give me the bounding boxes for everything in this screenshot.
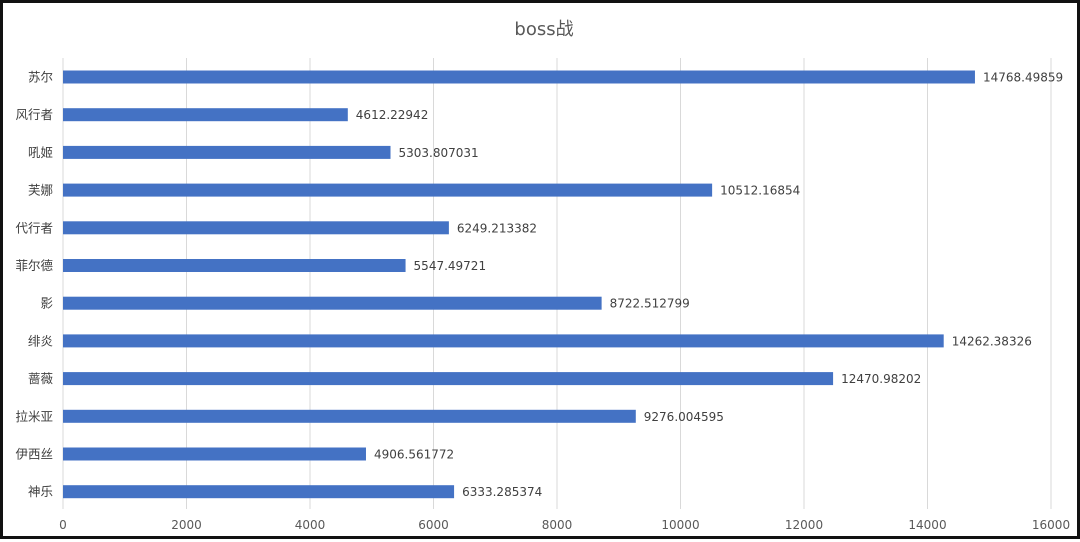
bar	[63, 372, 834, 386]
category-label: 拉米亚	[15, 409, 53, 424]
category-label: 伊西丝	[15, 447, 53, 462]
category-label: 代行者	[15, 220, 53, 235]
data-label: 4612.22942	[356, 108, 429, 122]
bar	[63, 296, 602, 310]
category-label: 风行者	[15, 107, 53, 122]
category-label: 芙娜	[28, 183, 53, 198]
x-tick-label: 6000	[418, 518, 449, 532]
bar	[63, 485, 455, 499]
data-label: 12470.98202	[841, 372, 921, 386]
bar	[63, 145, 391, 159]
x-axis-ticks: 0 2000 4000 6000 8000 10000 12000 14000 16000	[59, 518, 1070, 532]
data-label: 10512.16854	[720, 184, 800, 198]
category-label: 绯炎	[28, 333, 53, 348]
bar-chart: boss战 0 2000 4000 6000 8000 10000 12000 14000 16…	[15, 19, 1070, 532]
data-label: 14262.38326	[952, 334, 1032, 348]
data-label: 4906.561772	[374, 448, 454, 462]
bar	[63, 259, 406, 272]
bar	[63, 108, 348, 122]
x-tick-label: 14000	[908, 518, 946, 532]
bar	[63, 70, 975, 84]
category-label: 蔷薇	[28, 371, 54, 386]
x-tick-label: 8000	[542, 518, 573, 532]
data-label: 6333.285374	[462, 485, 542, 499]
category-label: 吼姬	[28, 145, 53, 160]
bar	[63, 183, 713, 197]
category-label: 苏尔	[28, 70, 53, 85]
category-label: 神乐	[28, 484, 53, 499]
bar	[63, 447, 366, 461]
data-label: 6249.213382	[457, 221, 537, 235]
chart-title: boss战	[514, 19, 573, 40]
data-label: 8722.512799	[610, 297, 690, 311]
data-label: 14768.49859	[983, 71, 1063, 85]
x-tick-label: 4000	[295, 518, 326, 532]
x-tick-label: 2000	[171, 518, 202, 532]
category-label: 菲尔德	[15, 258, 53, 273]
data-label: 9276.004595	[644, 410, 724, 424]
bar	[63, 334, 944, 348]
data-label: 5547.49721	[414, 259, 487, 273]
bar	[63, 409, 636, 423]
x-tick-label: 12000	[785, 518, 823, 532]
x-tick-label: 16000	[1032, 518, 1070, 532]
bars	[63, 70, 975, 499]
x-tick-label: 10000	[661, 518, 699, 532]
category-label: 影	[40, 296, 53, 311]
grid-lines	[62, 58, 1052, 509]
x-tick-label: 0	[59, 518, 67, 532]
data-labels: 14768.49859 4612.22942 5303.807031 10512.16…	[356, 71, 1063, 500]
data-label: 5303.807031	[399, 146, 479, 160]
bar	[63, 221, 449, 235]
